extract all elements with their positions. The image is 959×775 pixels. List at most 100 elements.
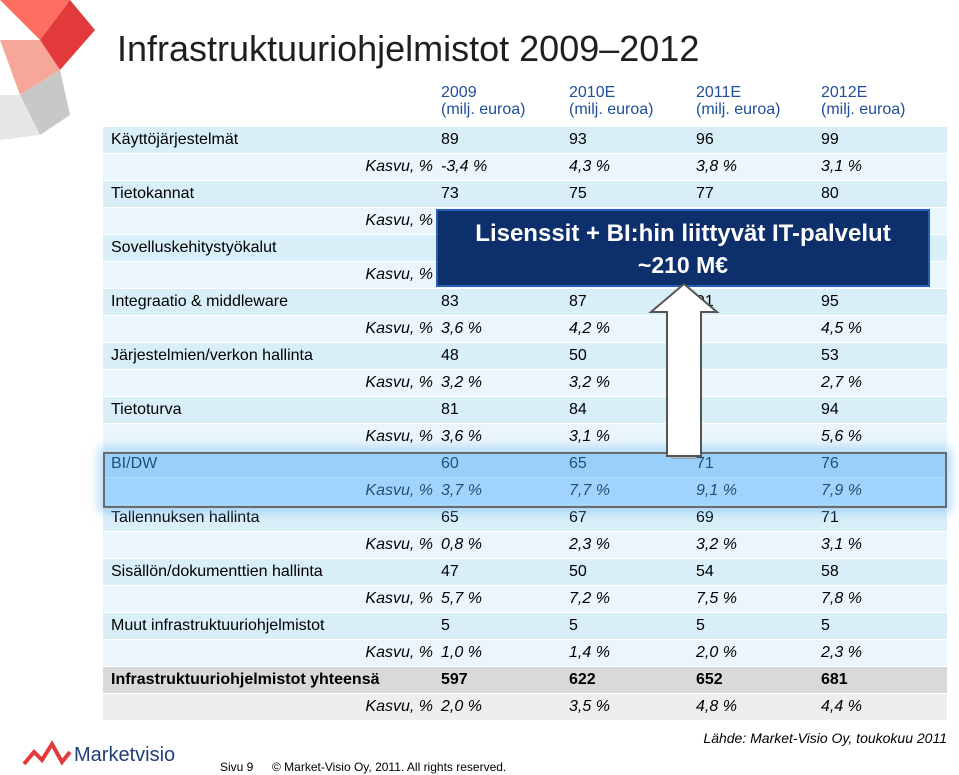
page-number: Sivu 9 bbox=[220, 760, 254, 774]
value-cell: 5 bbox=[688, 612, 813, 640]
column-header: 2011E (milj. euroa) bbox=[688, 82, 813, 127]
growth-cell bbox=[688, 369, 813, 397]
table-header-row: 2009 (milj. euroa) 2010E (milj. euroa) 201… bbox=[103, 82, 947, 127]
growth-row: Kasvu, % 3,2 % 3,2 % 2,7 % bbox=[103, 369, 947, 397]
row-label: Tallennuksen hallinta bbox=[103, 504, 433, 532]
column-header: 2012E (milj. euroa) bbox=[813, 82, 947, 127]
value-cell: 65 bbox=[561, 450, 688, 478]
total-value-cell: 652 bbox=[688, 666, 813, 694]
growth-label: Kasvu, % bbox=[103, 585, 433, 613]
value-cell: 48 bbox=[433, 342, 561, 370]
growth-cell: 1,0 % bbox=[433, 639, 561, 667]
row-label: Tietokannat bbox=[103, 180, 433, 208]
table-row: Tietoturva 81 84 94 bbox=[103, 396, 947, 424]
growth-cell: 2,3 % bbox=[813, 639, 947, 667]
total-growth-cell: 3,5 % bbox=[561, 693, 688, 721]
growth-cell: 7,8 % bbox=[813, 585, 947, 613]
value-cell: 99 bbox=[813, 126, 947, 154]
growth-cell: 7,2 % bbox=[561, 585, 688, 613]
table-row: BI/DW 60 65 71 76 bbox=[103, 450, 947, 478]
growth-cell: 7,5 % bbox=[688, 585, 813, 613]
total-growth-cell: 2,0 % bbox=[433, 693, 561, 721]
bi-dw-highlight bbox=[103, 452, 947, 508]
growth-cell: 2,7 % bbox=[813, 369, 947, 397]
value-cell: 71 bbox=[688, 450, 813, 478]
growth-cell: 2,0 % bbox=[688, 639, 813, 667]
value-cell: 96 bbox=[688, 126, 813, 154]
growth-cell: 1,4 % bbox=[561, 639, 688, 667]
table-row: Käyttöjärjestelmät 89 93 96 99 bbox=[103, 126, 947, 154]
growth-cell: 0,8 % bbox=[433, 531, 561, 559]
total-value-cell: 681 bbox=[813, 666, 947, 694]
value-cell: 50 bbox=[561, 342, 688, 370]
value-cell: 89 bbox=[433, 126, 561, 154]
growth-cell: 3,7 % bbox=[433, 477, 561, 505]
growth-cell bbox=[688, 423, 813, 451]
table-row: Muut infrastruktuuriohjelmistot 5 5 5 5 bbox=[103, 612, 947, 640]
total-growth-cell: 4,4 % bbox=[813, 693, 947, 721]
total-value-cell: 622 bbox=[561, 666, 688, 694]
growth-label: Kasvu, % bbox=[103, 423, 433, 451]
growth-cell: 7,7 % bbox=[561, 477, 688, 505]
value-cell: 47 bbox=[433, 558, 561, 586]
value-cell: 65 bbox=[433, 504, 561, 532]
value-cell: 87 bbox=[561, 288, 688, 316]
value-cell: 5 bbox=[433, 612, 561, 640]
value-cell: 5 bbox=[561, 612, 688, 640]
growth-cell: 3,6 % bbox=[433, 423, 561, 451]
growth-cell: 4,2 % bbox=[561, 315, 688, 343]
callout-line-1: Lisenssit + BI:hin liittyvät IT-palvelut bbox=[475, 220, 891, 247]
corner-decoration bbox=[0, 0, 95, 140]
growth-label: Kasvu, % bbox=[103, 693, 433, 721]
marketvisio-logo bbox=[22, 740, 72, 766]
growth-cell: -3,4 % bbox=[433, 153, 561, 181]
growth-label: Kasvu, % bbox=[103, 261, 433, 289]
growth-cell: 5,7 % bbox=[433, 585, 561, 613]
value-cell: 58 bbox=[813, 558, 947, 586]
value-cell: 75 bbox=[561, 180, 688, 208]
growth-cell: 4,3 % bbox=[561, 153, 688, 181]
total-growth-row: Kasvu, % 2,0 % 3,5 % 4,8 % 4,4 % bbox=[103, 693, 947, 721]
table-row: Tallennuksen hallinta 65 67 69 71 bbox=[103, 504, 947, 532]
growth-cell: 2,3 % bbox=[561, 531, 688, 559]
row-label: Järjestelmien/verkon hallinta bbox=[103, 342, 433, 370]
value-cell: 67 bbox=[561, 504, 688, 532]
growth-cell: 3,2 % bbox=[561, 369, 688, 397]
source-note: Lähde: Market-Visio Oy, toukokuu 2011 bbox=[703, 730, 947, 746]
growth-cell: 7,9 % bbox=[813, 477, 947, 505]
growth-row: Kasvu, % 3,6 % 4,2 % 4,5 % bbox=[103, 315, 947, 343]
row-label: Integraatio & middleware bbox=[103, 288, 433, 316]
value-cell: 60 bbox=[433, 450, 561, 478]
table-row: Sisällön/dokumenttien hallinta 47 50 54 58 bbox=[103, 558, 947, 586]
value-cell: 50 bbox=[561, 558, 688, 586]
header-empty-cell bbox=[103, 82, 433, 127]
row-label: Muut infrastruktuuriohjelmistot bbox=[103, 612, 433, 640]
growth-cell: 3,8 % bbox=[688, 153, 813, 181]
growth-cell: 9,1 % bbox=[688, 477, 813, 505]
total-value-cell: 597 bbox=[433, 666, 561, 694]
value-cell: 73 bbox=[433, 180, 561, 208]
value-cell bbox=[688, 342, 813, 370]
row-label: Sisällön/dokumenttien hallinta bbox=[103, 558, 433, 586]
value-cell: 95 bbox=[813, 288, 947, 316]
growth-row: Kasvu, % 3,6 % 3,1 % 5,6 % bbox=[103, 423, 947, 451]
growth-label: Kasvu, % bbox=[103, 315, 433, 343]
growth-cell: 3,1 % bbox=[561, 423, 688, 451]
table-row: Tietokannat 73 75 77 80 bbox=[103, 180, 947, 208]
growth-label: Kasvu, % bbox=[103, 207, 433, 235]
callout-box: Lisenssit + BI:hin liittyvät IT-palvelut… bbox=[436, 209, 930, 287]
row-label: Sovelluskehitystyökalut bbox=[103, 234, 433, 262]
value-cell: 83 bbox=[433, 288, 561, 316]
value-cell: 69 bbox=[688, 504, 813, 532]
growth-cell: 3,6 % bbox=[433, 315, 561, 343]
growth-label: Kasvu, % bbox=[103, 531, 433, 559]
growth-row: Kasvu, % 1,0 % 1,4 % 2,0 % 2,3 % bbox=[103, 639, 947, 667]
growth-cell: 3,1 % bbox=[813, 531, 947, 559]
table-row: Integraatio & middleware 83 87 91 95 bbox=[103, 288, 947, 316]
value-cell bbox=[688, 396, 813, 424]
value-cell: 5 bbox=[813, 612, 947, 640]
value-cell: 93 bbox=[561, 126, 688, 154]
row-label: Käyttöjärjestelmät bbox=[103, 126, 433, 154]
total-row: Infrastruktuuriohjelmistot yhteensä 597 62… bbox=[103, 666, 947, 694]
growth-row: Kasvu, % 3,7 % 7,7 % 9,1 % 7,9 % bbox=[103, 477, 947, 505]
